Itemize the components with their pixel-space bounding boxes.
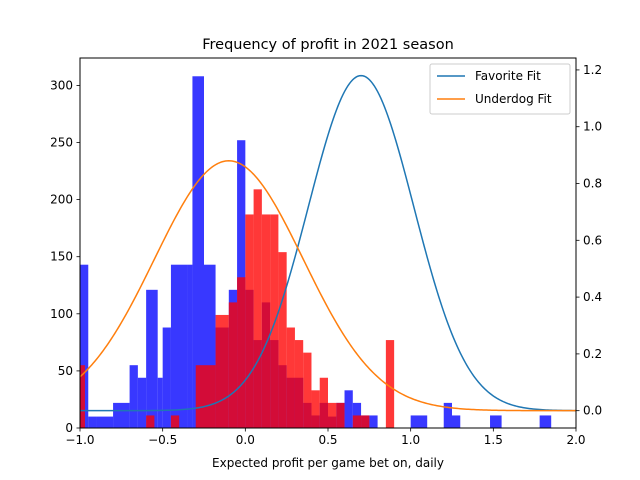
histogram-bar-underdog-6	[237, 277, 246, 428]
y-tick-label: 200	[50, 193, 73, 207]
histogram-bar-underdog-12	[286, 327, 295, 428]
histogram-bar-favorite-9	[170, 264, 188, 428]
histogram-bar-underdog-20	[361, 415, 370, 428]
histogram-bar-underdog-14	[303, 352, 312, 428]
x-tick-label: 0.5	[318, 433, 337, 447]
histogram-bar-underdog-4	[215, 314, 229, 428]
y2-tick-label: 1.0	[583, 120, 602, 134]
x-axis-ticks: −1.0 −0.5 0.0 0.5 1.0 1.5 2.0	[65, 428, 586, 447]
histogram-bar-favorite-0	[80, 264, 89, 428]
histogram-bar-underdog-17	[328, 402, 337, 428]
histogram-bar-underdog-18	[336, 402, 345, 428]
underdog-fit-line	[79, 160, 576, 412]
y2-tick-label: 1.2	[583, 63, 602, 77]
histogram-bar-underdog-1	[146, 415, 155, 428]
histogram-bar-favorite-3	[113, 402, 130, 428]
y2-tick-label: 0.8	[583, 177, 602, 191]
histogram-bar-favorite-33	[452, 415, 461, 428]
x-tick-label: −0.5	[148, 433, 177, 447]
legend-label-underdog-fit: Underdog Fit	[475, 92, 552, 106]
y-tick-label: 250	[50, 136, 73, 150]
histogram-bar-underdog-9	[261, 214, 271, 428]
favorite-fit-line	[80, 74, 577, 412]
y-tick-label: 0	[65, 421, 73, 435]
histogram-bar-underdog-13	[294, 340, 304, 428]
y2-tick-label: 0.4	[583, 290, 602, 304]
y2-axis-ticks: 0.0 0.2 0.4 0.6 0.8 1.0 1.2	[576, 63, 602, 418]
histogram-bar-favorite-7	[157, 377, 163, 428]
legend-label-favorite-fit: Favorite Fit	[475, 69, 541, 83]
histogram-bar-favorite-12	[204, 264, 216, 428]
histogram-bar-favorite-10	[187, 264, 193, 428]
histogram-bar-favorite-1	[88, 416, 97, 428]
histogram-bar-underdog-8	[253, 189, 262, 428]
histogram-bar-favorite-27	[344, 390, 353, 428]
x-tick-label: 0.0	[236, 433, 255, 447]
histogram-bar-favorite-32	[443, 402, 452, 428]
histogram-bar-underdog-10	[270, 214, 279, 428]
y-tick-label: 100	[50, 307, 73, 321]
histogram-bar-favorite-8	[162, 327, 171, 428]
histogram-bar-underdog-11	[278, 252, 287, 428]
histogram-bar-underdog-16	[319, 377, 328, 428]
histogram-bar-underdog-2	[170, 415, 180, 428]
y-axis-ticks: 0 50 100 150 200 250 300	[50, 78, 80, 435]
histogram-bar-favorite-30	[369, 415, 378, 428]
histogram-bar-favorite-4	[129, 365, 138, 428]
y2-tick-label: 0.6	[583, 233, 602, 247]
y2-tick-label: 0.0	[583, 404, 602, 418]
histogram-bar-favorite-11	[192, 76, 204, 429]
histogram-bar-favorite-6	[146, 289, 158, 428]
y2-tick-label: 0.2	[583, 347, 602, 361]
histogram-bar-underdog-0	[80, 365, 85, 428]
x-tick-label: 1.0	[401, 433, 420, 447]
histogram-bar-underdog-7	[245, 214, 254, 428]
y-tick-label: 300	[50, 78, 73, 92]
chart-title: Frequency of profit in 2021 season	[202, 37, 454, 53]
y-tick-label: 150	[50, 250, 73, 264]
histogram-bar-favorite-2	[96, 416, 114, 428]
histogram-bar-favorite-5	[137, 377, 147, 428]
histogram-bar-underdog-19	[352, 415, 362, 428]
x-tick-label: 2.0	[566, 433, 585, 447]
fit-lines	[79, 74, 577, 412]
histogram-bar-favorite-34	[490, 415, 502, 428]
histogram-bar-favorite-31	[410, 415, 428, 428]
y-tick-label: 50	[58, 364, 73, 378]
histogram-bars	[80, 76, 552, 429]
legend: Favorite Fit Underdog Fit	[429, 63, 571, 115]
histogram-bar-underdog-15	[311, 390, 320, 428]
histogram-bar-underdog-5	[228, 302, 238, 428]
histogram-bar-underdog-3	[195, 365, 216, 428]
x-tick-label: −1.0	[65, 433, 94, 447]
histogram-bar-favorite-35	[539, 415, 552, 428]
histogram-bar-underdog-21	[385, 340, 395, 428]
x-axis-label: Expected profit per game bet on, daily	[212, 456, 444, 470]
x-tick-label: 1.5	[484, 433, 503, 447]
